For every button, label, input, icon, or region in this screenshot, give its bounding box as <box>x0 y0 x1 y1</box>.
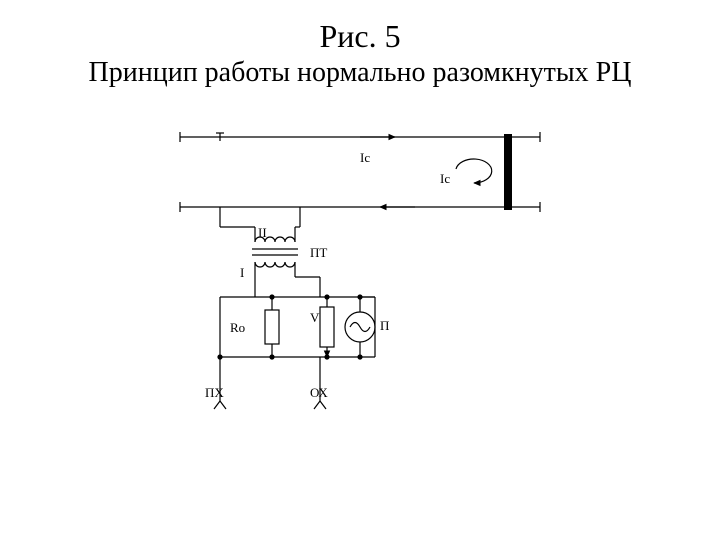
circuit-diagram: Iс Iс II I ПТ Rо V П ПХ ОХ <box>110 97 610 457</box>
rails <box>180 132 540 212</box>
label-ox: ОХ <box>310 385 328 400</box>
figure-caption: Принцип работы нормально разомкнутых РЦ <box>0 57 720 89</box>
label-v: V <box>310 310 320 325</box>
label-ro: Rо <box>230 320 245 335</box>
label-p: П <box>380 318 389 333</box>
transformer <box>220 207 320 297</box>
terminals <box>214 357 326 409</box>
label-i: I <box>240 265 244 280</box>
figure-number: Рис. 5 <box>0 18 720 55</box>
label-ic-right: Iс <box>440 171 450 186</box>
label-px: ПХ <box>205 385 224 400</box>
current-arc <box>456 159 492 183</box>
label-ic-top: Iс <box>360 150 370 165</box>
label-pt: ПТ <box>310 245 327 260</box>
